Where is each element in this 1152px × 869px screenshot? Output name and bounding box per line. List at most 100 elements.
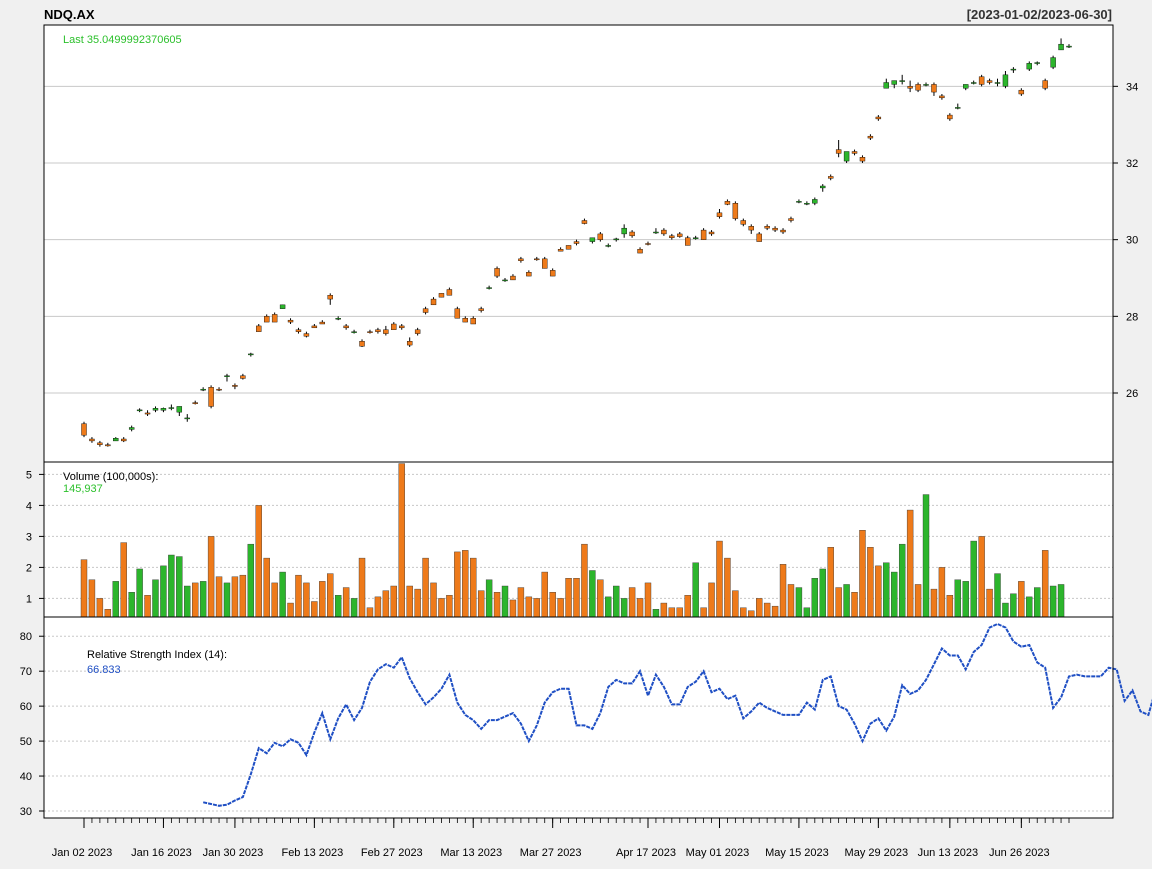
volume-bar [446,595,453,618]
candle-body [939,95,945,99]
candle-body [518,258,524,261]
volume-bar [128,592,135,618]
volume-bar [1010,593,1017,618]
candle-body [764,226,770,229]
x-tick-label: May 01 2023 [686,847,750,859]
candle-body [820,185,826,189]
rsi-last-value: 66.833 [87,664,121,676]
volume-bar [938,567,946,618]
volume-bar [541,571,548,618]
volume-bar [1002,602,1009,618]
y-tick-label: 30 [1126,235,1138,247]
volume-bar [263,557,270,618]
candle-body [1034,62,1040,64]
candle-body [804,203,810,205]
candle-body [613,238,619,241]
volume-bar [120,542,127,618]
volume-bar [374,596,382,618]
candle-body [494,268,500,277]
volume-bar [914,584,922,618]
volume-bar [279,571,286,618]
candle-body [89,438,95,442]
candle-body [256,325,262,332]
candle-body [367,331,373,333]
volume-bar [930,588,938,618]
candle-body [470,318,476,325]
volume-bar [954,579,961,618]
volume-bar [96,598,104,618]
candle-body [1010,68,1017,71]
candle-body [438,293,445,298]
candle-body [462,318,468,323]
volume-bar [660,602,668,618]
volume-last-value: 145,937 [63,483,103,495]
volume-bar [1026,596,1033,618]
candle-body [128,427,135,430]
rsi-panel-bg [44,617,1113,818]
volume-bar [112,581,119,618]
volume-bar [80,559,88,618]
volume-bar [160,565,167,618]
candle-body [279,304,286,309]
volume-bar [152,579,159,618]
volume-bar [756,598,763,618]
volume-bar [763,602,771,618]
rsi-panel-frame [43,616,1114,819]
volume-bar [748,610,755,618]
volume-bar [430,582,437,618]
volume-bar [176,556,183,618]
candle-body [295,329,302,332]
candle-body [573,241,580,244]
candle-body [406,341,413,346]
candle-body [271,314,278,323]
candle-body [653,231,659,234]
volume-bar [970,540,977,618]
candle-body [629,231,635,237]
last-price-label: Last 35.0499992370605 [63,34,182,46]
volume-bar [891,571,898,618]
candle-body [796,201,802,203]
volume-bar [692,562,699,618]
volume-bar [922,494,930,618]
volume-bar [88,579,96,618]
y-tick-label: 28 [1126,311,1138,323]
candle-body [565,245,572,250]
candle-body [589,237,596,242]
volume-bar [732,590,739,618]
volume-bar [366,607,374,618]
candle-body [319,321,326,325]
candle-body [160,408,167,411]
volume-bar [327,573,334,618]
volume-bar [382,590,390,618]
candle-body [1042,80,1048,89]
candle-body [581,220,588,224]
candle-body [232,385,238,387]
y-tick-label: 32 [1126,158,1138,170]
volume-bar [779,564,787,618]
candle-body [835,149,842,154]
candle-body [287,319,294,323]
y-tick-label: 1 [26,593,32,605]
volume-bar [255,505,262,618]
candle-body [692,237,699,239]
volume-bar [676,607,683,618]
candle-body [827,176,834,179]
candle-body [335,318,341,320]
volume-bar [406,585,413,618]
candle-body [597,233,604,240]
candle-body [311,325,318,329]
volume-bar [231,576,239,618]
candle-body [907,86,913,89]
volume-bar [549,592,556,618]
candle-body [216,388,222,391]
volume-bar [414,588,421,618]
y-tick-label: 2 [26,562,32,574]
volume-bar [946,595,954,618]
volume-bar [303,582,310,618]
volume-bar [986,588,993,618]
candle-body [978,76,985,85]
volume-bar [1041,550,1049,618]
candle-body [963,84,969,89]
volume-bar [247,543,255,618]
volume-bar [851,592,858,618]
